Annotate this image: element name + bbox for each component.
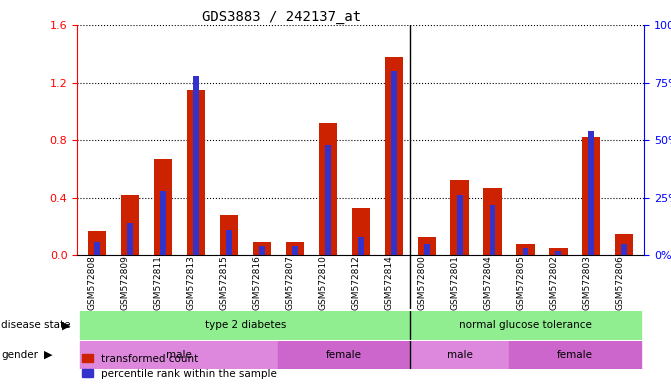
Bar: [615, 234, 633, 255]
Text: GSM572816: GSM572816: [253, 255, 262, 310]
Bar: [219, 215, 238, 255]
Bar: [160, 191, 166, 255]
Text: GSM572807: GSM572807: [286, 255, 295, 310]
Text: female: female: [326, 350, 362, 360]
Text: GSM572811: GSM572811: [154, 255, 163, 310]
Text: GSM572804: GSM572804: [484, 255, 493, 310]
Bar: [456, 195, 462, 255]
Text: GSM572814: GSM572814: [384, 255, 394, 310]
Bar: [352, 208, 370, 255]
Bar: [550, 248, 568, 255]
Bar: [193, 76, 199, 255]
Text: male: male: [166, 350, 193, 360]
Bar: [154, 159, 172, 255]
Bar: [286, 242, 304, 255]
Text: GSM572805: GSM572805: [517, 255, 525, 310]
Bar: [423, 244, 429, 255]
Text: GSM572808: GSM572808: [88, 255, 97, 310]
Bar: [450, 180, 468, 255]
Bar: [582, 137, 601, 255]
Bar: [226, 230, 231, 255]
Bar: [523, 248, 529, 255]
Bar: [292, 246, 298, 255]
Bar: [81, 311, 410, 340]
Text: GSM572810: GSM572810: [319, 255, 327, 310]
Bar: [509, 341, 641, 369]
Bar: [621, 244, 627, 255]
Bar: [94, 242, 100, 255]
Bar: [253, 242, 271, 255]
Text: ▶: ▶: [62, 320, 71, 330]
Bar: [187, 90, 205, 255]
Text: type 2 diabetes: type 2 diabetes: [205, 320, 286, 331]
Text: GSM572806: GSM572806: [615, 255, 625, 310]
Bar: [127, 223, 133, 255]
Text: ▶: ▶: [44, 350, 52, 360]
Text: GSM572815: GSM572815: [220, 255, 229, 310]
Text: GSM572812: GSM572812: [352, 255, 361, 310]
Text: GSM572800: GSM572800: [417, 255, 427, 310]
Legend: transformed count, percentile rank within the sample: transformed count, percentile rank withi…: [83, 354, 277, 379]
Bar: [490, 205, 495, 255]
Bar: [417, 237, 435, 255]
Bar: [384, 56, 403, 255]
Text: gender: gender: [1, 350, 38, 360]
Bar: [278, 341, 410, 369]
Bar: [319, 123, 337, 255]
Bar: [391, 71, 397, 255]
Bar: [556, 251, 562, 255]
Bar: [358, 237, 364, 255]
Bar: [484, 188, 502, 255]
Bar: [517, 244, 535, 255]
Text: female: female: [557, 350, 593, 360]
Text: GSM572813: GSM572813: [187, 255, 196, 310]
Bar: [588, 131, 595, 255]
Bar: [259, 246, 265, 255]
Text: normal glucose tolerance: normal glucose tolerance: [459, 320, 592, 331]
Bar: [81, 341, 278, 369]
Bar: [121, 195, 139, 255]
Text: GSM572803: GSM572803: [582, 255, 591, 310]
Bar: [88, 231, 106, 255]
Text: male: male: [447, 350, 472, 360]
Text: GSM572801: GSM572801: [450, 255, 460, 310]
Text: disease state: disease state: [1, 320, 71, 330]
Text: GSM572802: GSM572802: [550, 255, 558, 310]
Text: GSM572809: GSM572809: [121, 255, 130, 310]
Bar: [325, 145, 331, 255]
Bar: [410, 311, 641, 340]
Bar: [410, 341, 509, 369]
Text: GDS3883 / 242137_at: GDS3883 / 242137_at: [202, 10, 362, 23]
